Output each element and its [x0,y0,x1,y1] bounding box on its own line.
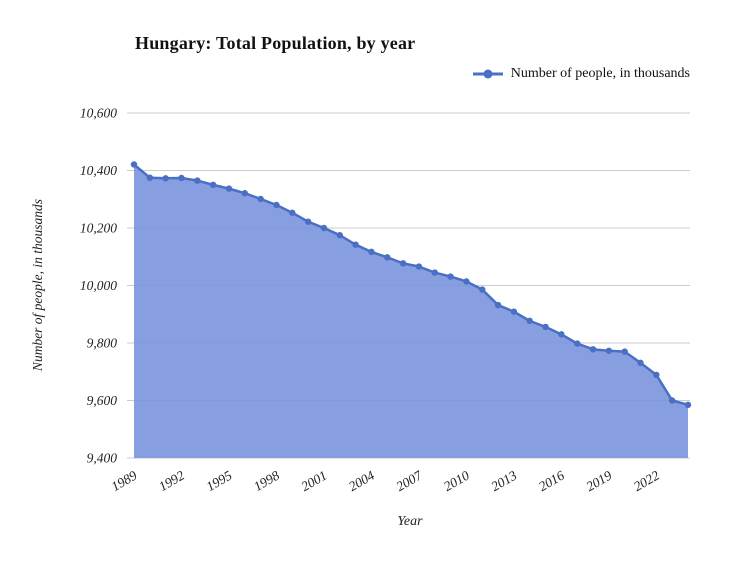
data-point[interactable] [225,185,233,192]
data-point[interactable] [368,248,375,256]
x-tick-label: 2010 [441,467,472,494]
data-point[interactable] [605,347,613,354]
y-tick-label: 10,000 [80,278,117,293]
y-tick-label: 9,600 [87,393,118,408]
x-tick-label: 2016 [536,467,567,494]
data-point[interactable] [289,209,296,216]
data-point[interactable] [162,175,169,182]
x-tick-label: 1998 [251,467,282,494]
data-point[interactable] [399,260,407,267]
data-point[interactable] [447,273,454,280]
data-point[interactable] [526,317,533,325]
chart-title: Hungary: Total Population, by year [135,33,416,53]
x-tick-label: 2019 [583,467,614,494]
data-point[interactable] [668,397,676,404]
y-tick-label: 10,600 [80,106,117,121]
data-point[interactable] [273,201,280,209]
data-point[interactable] [510,308,518,315]
data-point[interactable] [257,195,264,203]
x-tick-label: 1989 [109,467,140,494]
x-axis-title: Year [397,514,423,529]
legend[interactable]: Number of people, in thousands [472,66,690,82]
data-point[interactable] [542,323,549,331]
legend-line-marker-icon [472,69,503,79]
data-point[interactable] [146,174,154,181]
x-tick-label: 2013 [489,467,520,494]
data-point[interactable] [178,174,185,182]
x-tick-label: 2004 [346,467,377,494]
data-point[interactable] [304,218,312,225]
x-tick-label: 1995 [204,467,235,494]
data-point[interactable] [241,190,248,197]
data-point[interactable] [479,286,486,293]
data-point[interactable] [209,181,217,189]
area-fill [134,164,688,458]
y-tick-label: 9,800 [87,336,118,351]
data-point[interactable] [589,346,597,353]
x-tick-label: 2001 [299,468,330,494]
data-point[interactable] [621,348,628,355]
data-point[interactable] [352,241,359,248]
y-tick-label: 10,200 [80,221,117,236]
data-point[interactable] [684,401,692,409]
data-point[interactable] [336,231,343,239]
x-tick-label: 1992 [156,467,187,494]
data-point[interactable] [494,301,502,309]
data-point[interactable] [194,177,201,184]
data-point[interactable] [130,161,138,168]
data-point[interactable] [320,224,328,232]
x-tick-label: 2007 [394,467,426,494]
data-point[interactable] [637,359,644,367]
data-point[interactable] [574,340,581,347]
data-point[interactable] [431,269,438,276]
data-point[interactable] [558,331,565,338]
y-tick-label: 10,400 [80,163,117,178]
data-point[interactable] [384,254,391,261]
x-tick-label: 2022 [631,467,662,494]
data-point[interactable] [463,278,470,285]
legend-label: Number of people, in thousands [510,66,690,81]
data-point[interactable] [653,371,660,379]
data-point[interactable] [415,263,423,270]
y-tick-label: 9,400 [87,451,118,466]
